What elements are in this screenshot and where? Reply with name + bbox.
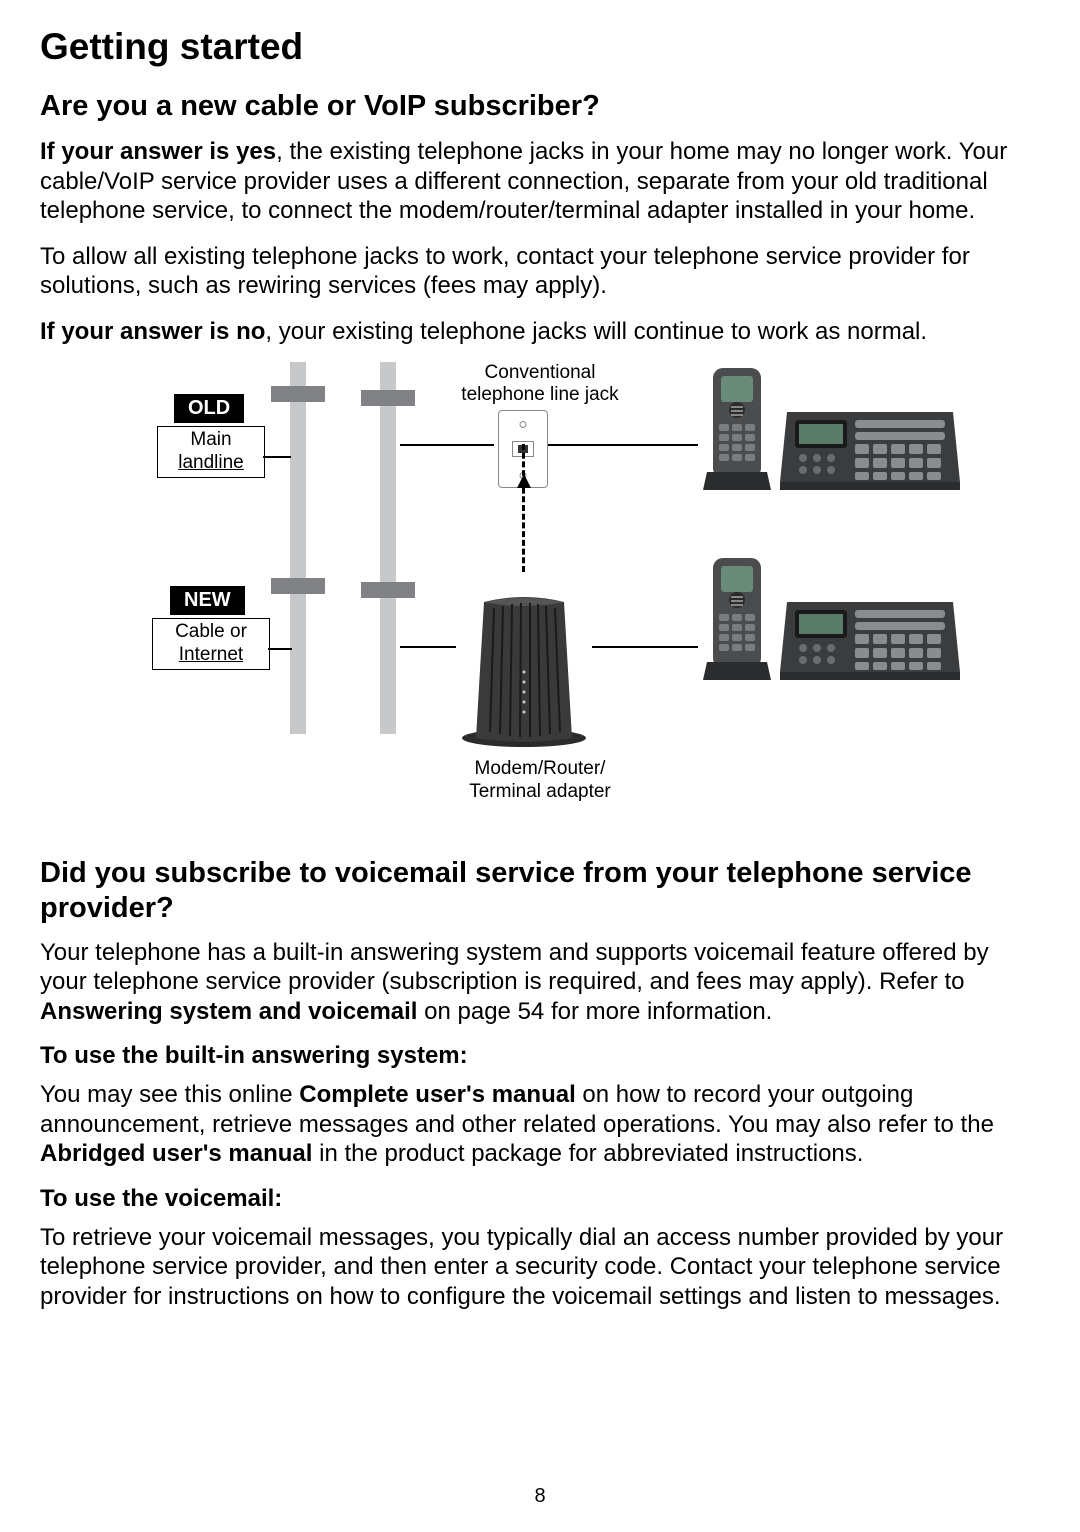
- label-line: landline: [178, 452, 244, 473]
- wire: [263, 456, 291, 458]
- cable-internet-label: Cable or Internet: [152, 618, 270, 670]
- utility-poles: [290, 362, 400, 734]
- label-line: Main: [190, 429, 231, 450]
- section2-heading: Did you subscribe to voicemail service f…: [40, 856, 1040, 926]
- p1c: on page 54 for more information.: [417, 998, 772, 1025]
- wire: [268, 648, 292, 650]
- wire: [592, 646, 698, 648]
- wire: [400, 646, 456, 648]
- p2-bold1: Complete user's manual: [299, 1081, 575, 1108]
- page-number: 8: [534, 1485, 545, 1508]
- modem-icon: [456, 572, 592, 748]
- crossarm: [271, 386, 325, 402]
- phone-base-icon: [695, 552, 970, 682]
- label-line: Cable or: [175, 621, 247, 642]
- new-tag: NEW: [170, 586, 245, 615]
- p1-bold: Answering system and voicemail: [40, 998, 417, 1025]
- section2-p1: Your telephone has a built-in answering …: [40, 938, 1040, 1027]
- section1-heading: Are you a new cable or VoIP subscriber?: [40, 90, 1040, 123]
- p2c: in the product package for abbreviated i…: [312, 1140, 863, 1167]
- p1-bold: If your answer is yes: [40, 138, 276, 165]
- p1a: Your telephone has a built-in answering …: [40, 939, 989, 996]
- wire: [400, 444, 494, 446]
- crossarm: [361, 582, 415, 598]
- connection-diagram: OLD Main landline NEW Cable or Internet …: [90, 362, 990, 832]
- section2-h3b: To use the voicemail:: [40, 1185, 1040, 1213]
- section2-p2: You may see this online Complete user's …: [40, 1080, 1040, 1169]
- label-line: Modem/Router/: [475, 758, 606, 779]
- label-line: Terminal adapter: [469, 781, 611, 802]
- p3-rest: , your existing telephone jacks will con…: [265, 318, 927, 345]
- jack-label: Conventional telephone line jack: [440, 362, 640, 406]
- crossarm: [271, 578, 325, 594]
- wire: [548, 444, 698, 446]
- page-title: Getting started: [40, 26, 1040, 68]
- p3-bold: If your answer is no: [40, 318, 265, 345]
- pole: [380, 362, 396, 734]
- section2-h3a: To use the built-in answering system:: [40, 1042, 1040, 1070]
- old-tag: OLD: [174, 394, 244, 423]
- section1-p1: If your answer is yes, the existing tele…: [40, 137, 1040, 226]
- label-line: Internet: [179, 644, 243, 665]
- phone-base-icon: [695, 362, 970, 492]
- dashed-connection: [522, 444, 525, 572]
- section1-p2: To allow all existing telephone jacks to…: [40, 242, 1040, 301]
- modem-label: Modem/Router/ Terminal adapter: [440, 758, 640, 804]
- label-line: telephone line jack: [461, 384, 618, 405]
- crossarm: [361, 390, 415, 406]
- p2a: You may see this online: [40, 1081, 299, 1108]
- p2-bold2: Abridged user's manual: [40, 1140, 312, 1167]
- label-line: Conventional: [485, 362, 596, 383]
- section1-p3: If your answer is no, your existing tele…: [40, 317, 1040, 347]
- pole: [290, 362, 306, 734]
- section2-p3: To retrieve your voicemail messages, you…: [40, 1223, 1040, 1312]
- main-landline-label: Main landline: [157, 426, 265, 478]
